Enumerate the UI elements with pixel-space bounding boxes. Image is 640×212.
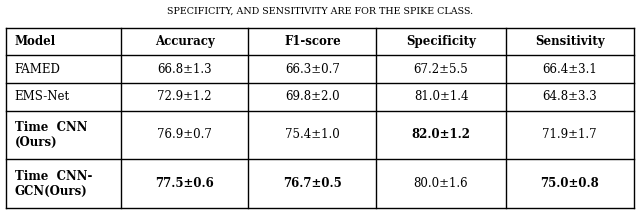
Text: 66.4±3.1: 66.4±3.1 [542, 63, 597, 76]
Text: 77.5±0.6: 77.5±0.6 [155, 177, 214, 190]
Text: 66.3±0.7: 66.3±0.7 [285, 63, 340, 76]
Text: 72.9±1.2: 72.9±1.2 [157, 90, 212, 103]
Text: 64.8±3.3: 64.8±3.3 [542, 90, 597, 103]
Text: 67.2±5.5: 67.2±5.5 [413, 63, 468, 76]
Text: 82.0±1.2: 82.0±1.2 [412, 128, 470, 141]
Text: 76.9±0.7: 76.9±0.7 [157, 128, 212, 141]
Text: FAMED: FAMED [15, 63, 61, 76]
Text: 69.8±2.0: 69.8±2.0 [285, 90, 340, 103]
Text: F1-score: F1-score [284, 35, 341, 48]
Text: 76.7±0.5: 76.7±0.5 [283, 177, 342, 190]
Text: 66.8±1.3: 66.8±1.3 [157, 63, 212, 76]
Text: Accuracy: Accuracy [155, 35, 214, 48]
Text: SPECIFICITY, AND SENSITIVITY ARE FOR THE SPIKE CLASS.: SPECIFICITY, AND SENSITIVITY ARE FOR THE… [167, 6, 473, 15]
Text: EMS-Net: EMS-Net [15, 90, 70, 103]
Text: 71.9±1.7: 71.9±1.7 [542, 128, 597, 141]
Text: Time  CNN-
GCN(Ours): Time CNN- GCN(Ours) [15, 170, 92, 198]
Text: 81.0±1.4: 81.0±1.4 [414, 90, 468, 103]
Text: Time  CNN
(Ours): Time CNN (Ours) [15, 121, 87, 149]
Text: 75.4±1.0: 75.4±1.0 [285, 128, 340, 141]
Text: 80.0±1.6: 80.0±1.6 [413, 177, 468, 190]
Text: 75.0±0.8: 75.0±0.8 [540, 177, 599, 190]
Text: Model: Model [15, 35, 56, 48]
Text: Sensitivity: Sensitivity [535, 35, 604, 48]
Text: Specificity: Specificity [406, 35, 476, 48]
